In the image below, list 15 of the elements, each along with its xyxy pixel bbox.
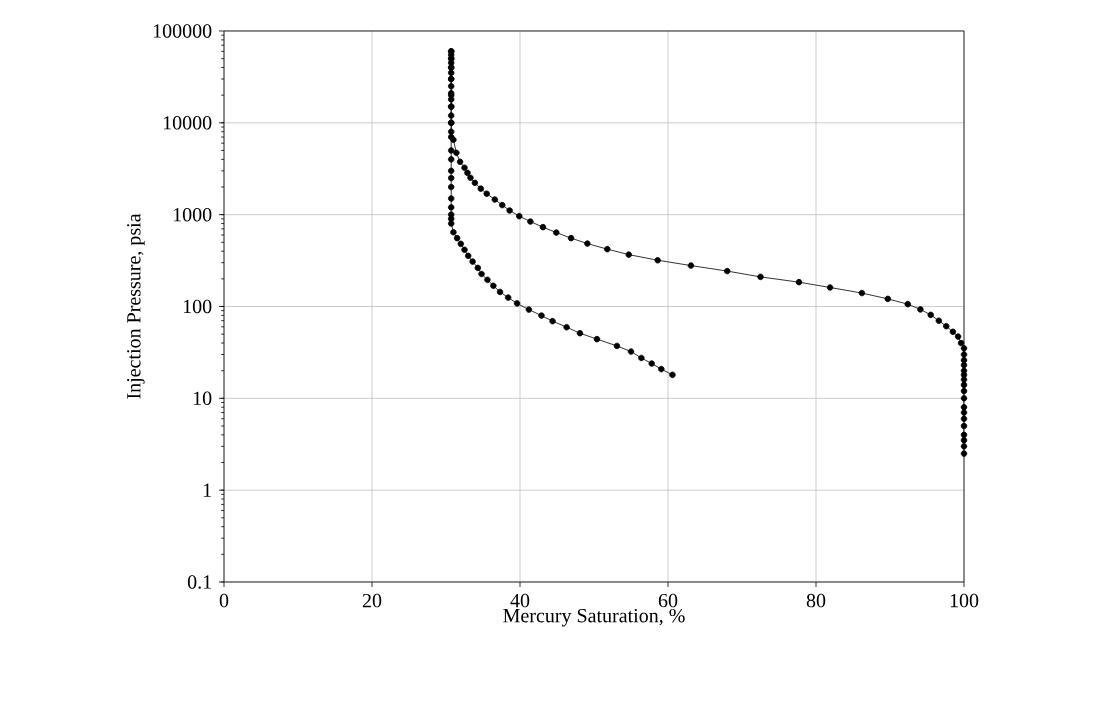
x-tick-label: 60 (658, 593, 678, 608)
y-tick-label: 1 (203, 483, 211, 497)
y-tick-label: 100000 (153, 24, 212, 38)
x-axis-title: Mercury Saturation, % (503, 608, 685, 627)
y-tick-label: 1000 (173, 207, 212, 222)
y-axis-title: Injection Pressure, psia (127, 213, 145, 399)
y-tick-label: 100 (183, 299, 212, 314)
x-tick-label: 0 (219, 593, 229, 608)
y-tick-label: 10 (193, 391, 212, 406)
x-tick-label: 40 (510, 593, 530, 608)
x-tick-label: 100 (950, 593, 979, 608)
x-tick-label: 80 (806, 593, 826, 608)
y-tick-label: 0.1 (187, 575, 211, 589)
y-tick-label: 10000 (163, 116, 212, 130)
x-tick-label: 20 (362, 593, 382, 608)
